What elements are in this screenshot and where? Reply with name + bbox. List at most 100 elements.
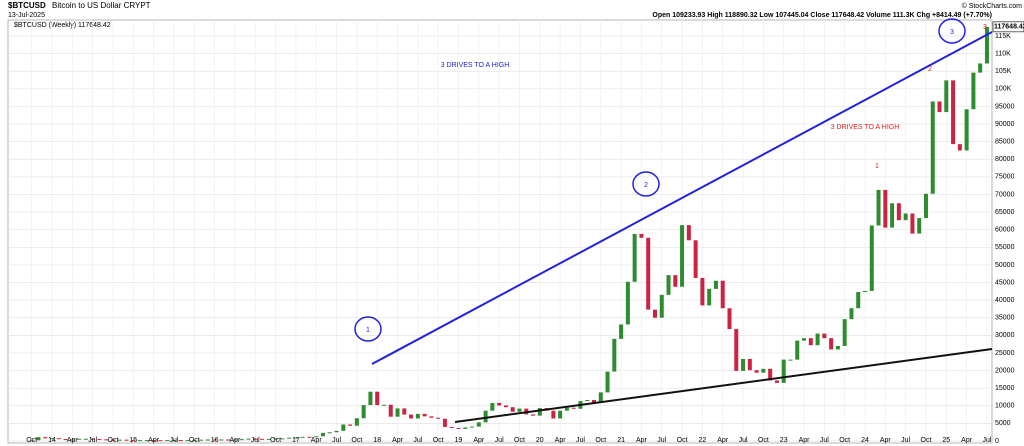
x-tick-label: Apr — [799, 437, 811, 444]
support-line — [454, 348, 993, 423]
annotation: 3 DRIVES TO A HIGH — [441, 62, 510, 69]
candle — [571, 407, 576, 409]
candle — [957, 144, 962, 151]
candle — [503, 405, 508, 408]
candle — [131, 439, 136, 441]
x-tick-label: Jul — [251, 437, 260, 444]
x-tick-label: Apr — [636, 437, 648, 444]
candle — [923, 193, 928, 219]
candle — [36, 437, 41, 441]
y-tick-label: 20000 — [995, 367, 1015, 374]
candle — [774, 380, 779, 383]
candle — [165, 440, 170, 442]
candle — [490, 402, 495, 411]
candle — [517, 408, 522, 412]
candle — [883, 189, 888, 228]
x-tick-label: 21 — [617, 437, 625, 444]
candle — [781, 359, 786, 383]
x-tick-label: 22 — [699, 437, 707, 444]
x-tick-label: Jul — [495, 437, 504, 444]
candle — [754, 370, 759, 373]
candle — [612, 338, 617, 372]
candle — [863, 290, 867, 293]
y-tick-label: 100K — [995, 86, 1012, 93]
candle — [226, 439, 231, 441]
drive-number: 2 — [644, 182, 648, 189]
candle — [300, 436, 305, 438]
candle — [361, 405, 366, 419]
candle — [449, 426, 454, 428]
candle — [652, 309, 657, 318]
candle — [639, 233, 644, 238]
x-tick-label: Jul — [576, 437, 585, 444]
x-tick-label: 18 — [373, 437, 381, 444]
x-tick-label: Jul — [413, 437, 422, 444]
candle — [388, 404, 393, 417]
quote: Open 109233.93 High 118890.32 Low 107445… — [652, 12, 992, 19]
x-tick-label: Oct — [839, 437, 850, 444]
x-tick-label: 24 — [861, 437, 869, 444]
drive-number: 3 — [950, 29, 954, 36]
plot-frame — [7, 19, 993, 444]
x-tick-label: Apr — [229, 437, 241, 444]
x-tick-label: 16 — [211, 437, 219, 444]
candle — [788, 359, 793, 361]
x-tick-label: 25 — [942, 437, 950, 444]
x-tick-label: Jul — [657, 437, 666, 444]
candle — [700, 277, 705, 306]
drive-circle — [938, 18, 966, 44]
candle — [951, 80, 956, 145]
y-tick-label: 0 — [995, 438, 999, 445]
candle — [56, 438, 61, 440]
candle — [829, 338, 834, 350]
candle — [456, 427, 461, 429]
candle — [531, 414, 536, 416]
x-tick-label: Oct — [677, 437, 688, 444]
candle — [917, 218, 922, 234]
x-tick-label: 19 — [455, 437, 463, 444]
chart-title: $BTCUSD — [8, 1, 46, 10]
candle — [395, 408, 400, 417]
candle — [483, 410, 488, 423]
candle — [205, 439, 210, 441]
candle — [348, 424, 353, 426]
x-tick-label: Oct — [514, 437, 525, 444]
candle — [835, 345, 840, 350]
candle — [802, 338, 807, 341]
y-tick-label: 80000 — [995, 156, 1015, 163]
x-tick-label: Apr — [880, 437, 892, 444]
candle — [551, 410, 556, 419]
candle — [50, 438, 54, 440]
candle — [151, 440, 156, 442]
x-tick-label: Apr — [473, 437, 485, 444]
y-tick-label: 110K — [995, 50, 1011, 57]
candle — [896, 203, 901, 221]
x-tick-label: Apr — [717, 437, 729, 444]
candle — [321, 432, 325, 437]
y-tick-label: 70000 — [995, 191, 1015, 198]
candle — [409, 414, 414, 419]
candle — [232, 439, 237, 441]
candle — [598, 392, 603, 403]
candle — [117, 439, 122, 441]
last-price-box — [992, 21, 1024, 33]
x-tick-label: Oct — [595, 437, 606, 444]
y-tick-label: 30000 — [995, 332, 1015, 339]
candle — [625, 281, 630, 325]
resistance-line — [371, 31, 993, 365]
candle — [984, 26, 989, 64]
y-tick-label: 65000 — [995, 209, 1015, 216]
candle — [442, 418, 447, 427]
candle — [707, 288, 712, 306]
candle — [693, 240, 698, 278]
x-tick-label: Oct — [433, 437, 444, 444]
candle — [63, 439, 68, 441]
candle — [260, 438, 265, 440]
candle — [327, 432, 332, 434]
chart-subtitle: Bitcoin to US Dollar CRYPT — [52, 1, 151, 10]
x-tick-label: Jul — [332, 437, 341, 444]
candle — [375, 391, 380, 406]
x-tick-label: Jul — [901, 437, 910, 444]
x-tick-label: Jul — [739, 437, 748, 444]
candle — [354, 418, 359, 426]
